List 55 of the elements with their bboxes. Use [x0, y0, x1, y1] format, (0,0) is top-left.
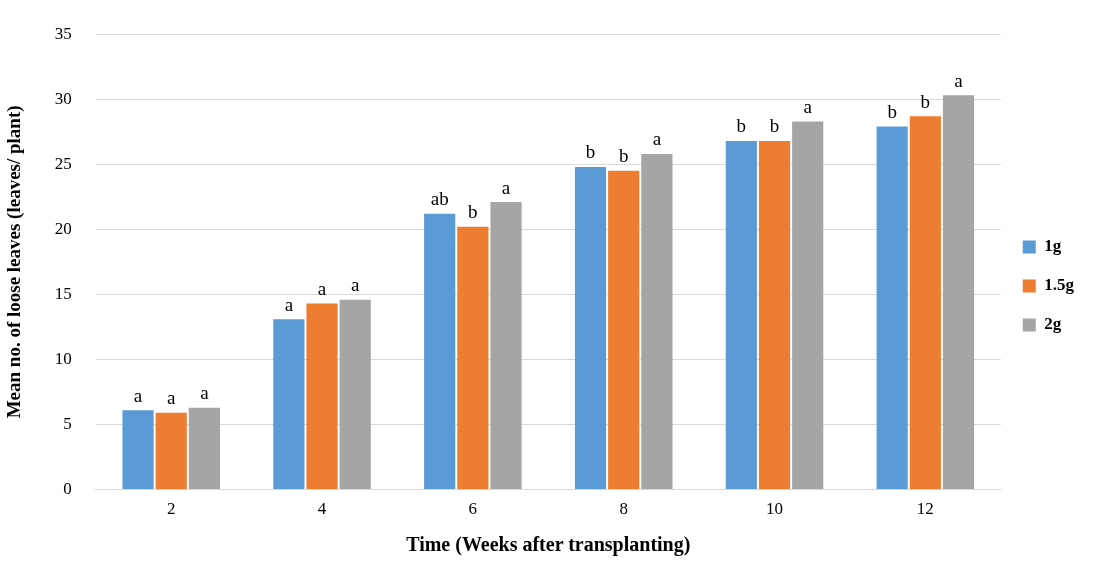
data-label: b [585, 141, 596, 163]
y-axis-title: Mean no. of loose leaves (leaves/ plant) [3, 105, 26, 419]
x-tick-label: 8 [619, 499, 628, 519]
legend-label: 1g [1044, 236, 1062, 256]
data-label: a [166, 387, 176, 409]
x-tick-label: 10 [766, 499, 784, 519]
bar [641, 153, 673, 490]
bar [188, 407, 220, 490]
data-label: b [887, 101, 897, 123]
y-tick-label: 15 [54, 283, 72, 303]
data-label: ab [430, 188, 449, 210]
data-label: b [736, 115, 747, 137]
y-tick-label: 20 [54, 218, 72, 238]
data-label: a [803, 95, 813, 117]
y-tick-label: 5 [63, 414, 72, 434]
data-label: a [351, 274, 360, 296]
bar [490, 202, 522, 490]
bar [574, 166, 607, 490]
bar [155, 412, 187, 490]
data-label: a [133, 384, 143, 406]
bar [942, 95, 975, 490]
x-tick-label: 2 [166, 499, 176, 519]
y-tick-label: 30 [54, 88, 72, 108]
legend-label: 2g [1044, 314, 1062, 334]
bar [909, 116, 941, 490]
bar [306, 303, 338, 490]
y-tick-label: 25 [54, 153, 72, 173]
y-tick-label: 35 [54, 23, 72, 43]
data-label: a [284, 293, 294, 315]
bar [339, 299, 371, 490]
data-label: a [200, 382, 210, 404]
bar [122, 410, 154, 490]
bar [758, 140, 791, 490]
x-tick-label: 12 [916, 499, 934, 519]
y-tick-label: 0 [63, 479, 72, 499]
data-label: b [468, 201, 478, 223]
bar [876, 126, 908, 490]
data-label: a [652, 128, 662, 150]
data-label: a [954, 69, 964, 91]
y-tick-label: 10 [54, 348, 72, 368]
bar [608, 170, 640, 490]
bar [725, 140, 757, 490]
data-label: a [501, 176, 511, 198]
x-axis-title: Time (Weeks after transplanting) [406, 533, 691, 557]
bar [273, 319, 305, 490]
data-label: b [920, 90, 931, 112]
legend-label: 1.5g [1044, 275, 1075, 295]
bar [457, 226, 489, 490]
data-label: b [769, 115, 780, 137]
bar [424, 213, 456, 490]
bar [792, 121, 824, 490]
data-label: a [317, 278, 327, 300]
x-tick-label: 4 [317, 499, 327, 519]
x-tick-label: 6 [468, 499, 478, 519]
data-label: b [618, 145, 629, 167]
